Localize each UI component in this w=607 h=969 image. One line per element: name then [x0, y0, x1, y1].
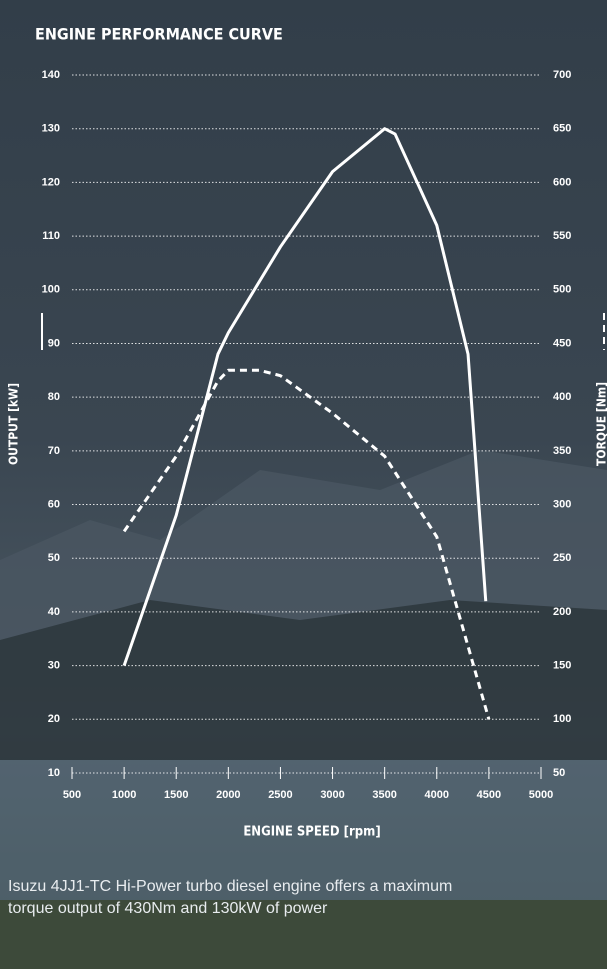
y-tick-label: 40: [48, 606, 60, 618]
y2-tick-label: 100: [553, 713, 571, 725]
hills: [0, 600, 607, 760]
y2-axis-label: TORQUE [Nm]: [595, 382, 607, 466]
y2-tick-label: 400: [553, 391, 571, 403]
x-tick-label: 3500: [372, 789, 396, 801]
y-tick-label: 50: [48, 552, 60, 564]
x-tick-label: 5000: [529, 789, 553, 801]
y-tick-label: 90: [48, 337, 60, 349]
y2-tick-label: 650: [553, 123, 571, 135]
y2-tick-label: 150: [553, 660, 571, 672]
shore: [0, 900, 607, 969]
y2-tick-label: 700: [553, 69, 571, 81]
x-tick-label: 2000: [216, 789, 240, 801]
y-tick-label: 80: [48, 391, 60, 403]
y2-tick-label: 50: [553, 767, 565, 779]
y2-tick-label: 250: [553, 552, 571, 564]
y2-tick-label: 450: [553, 337, 571, 349]
y-axis-label: OUTPUT [kW]: [7, 383, 21, 465]
y-tick-label: 130: [42, 123, 60, 135]
y2-tick-label: 200: [553, 606, 571, 618]
x-tick-label: 3000: [320, 789, 344, 801]
lake: [0, 760, 607, 900]
series-line: [122, 368, 491, 720]
y2-tick-label: 300: [553, 498, 571, 510]
y-tick-label: 120: [42, 176, 60, 188]
y-tick-label: 10: [48, 767, 60, 779]
y-tick-label: 70: [48, 445, 60, 457]
x-tick-label: 4500: [477, 789, 501, 801]
y-tick-label: 140: [42, 69, 60, 81]
caption-text-line: torque output of 430Nm and 130kW of powe…: [8, 900, 328, 917]
y-tick-label: 100: [42, 284, 60, 296]
y2-tick-label: 600: [553, 176, 571, 188]
y-tick-label: 20: [48, 713, 60, 725]
y2-tick-label: 350: [553, 445, 571, 457]
caption-text: Isuzu 4JJ1-TC Hi-Power turbo diesel engi…: [8, 878, 452, 895]
chart-title: ENGINE PERFORMANCE CURVE: [35, 25, 283, 44]
x-axis-label: ENGINE SPEED [rpm]: [243, 825, 380, 840]
x-tick-label: 1500: [164, 789, 188, 801]
y2-tick-label: 550: [553, 230, 571, 242]
x-tick-label: 500: [63, 789, 81, 801]
caption: Isuzu 4JJ1-TC Hi-Power turbo diesel engi…: [8, 878, 457, 917]
y-tick-label: 60: [48, 498, 60, 510]
x-tick-label: 4000: [425, 789, 449, 801]
y-tick-label: 30: [48, 660, 60, 672]
y2-tick-label: 500: [553, 284, 571, 296]
x-tick-label: 1000: [112, 789, 136, 801]
x-tick-label: 2500: [268, 789, 292, 801]
y-tick-label: 110: [42, 230, 60, 242]
